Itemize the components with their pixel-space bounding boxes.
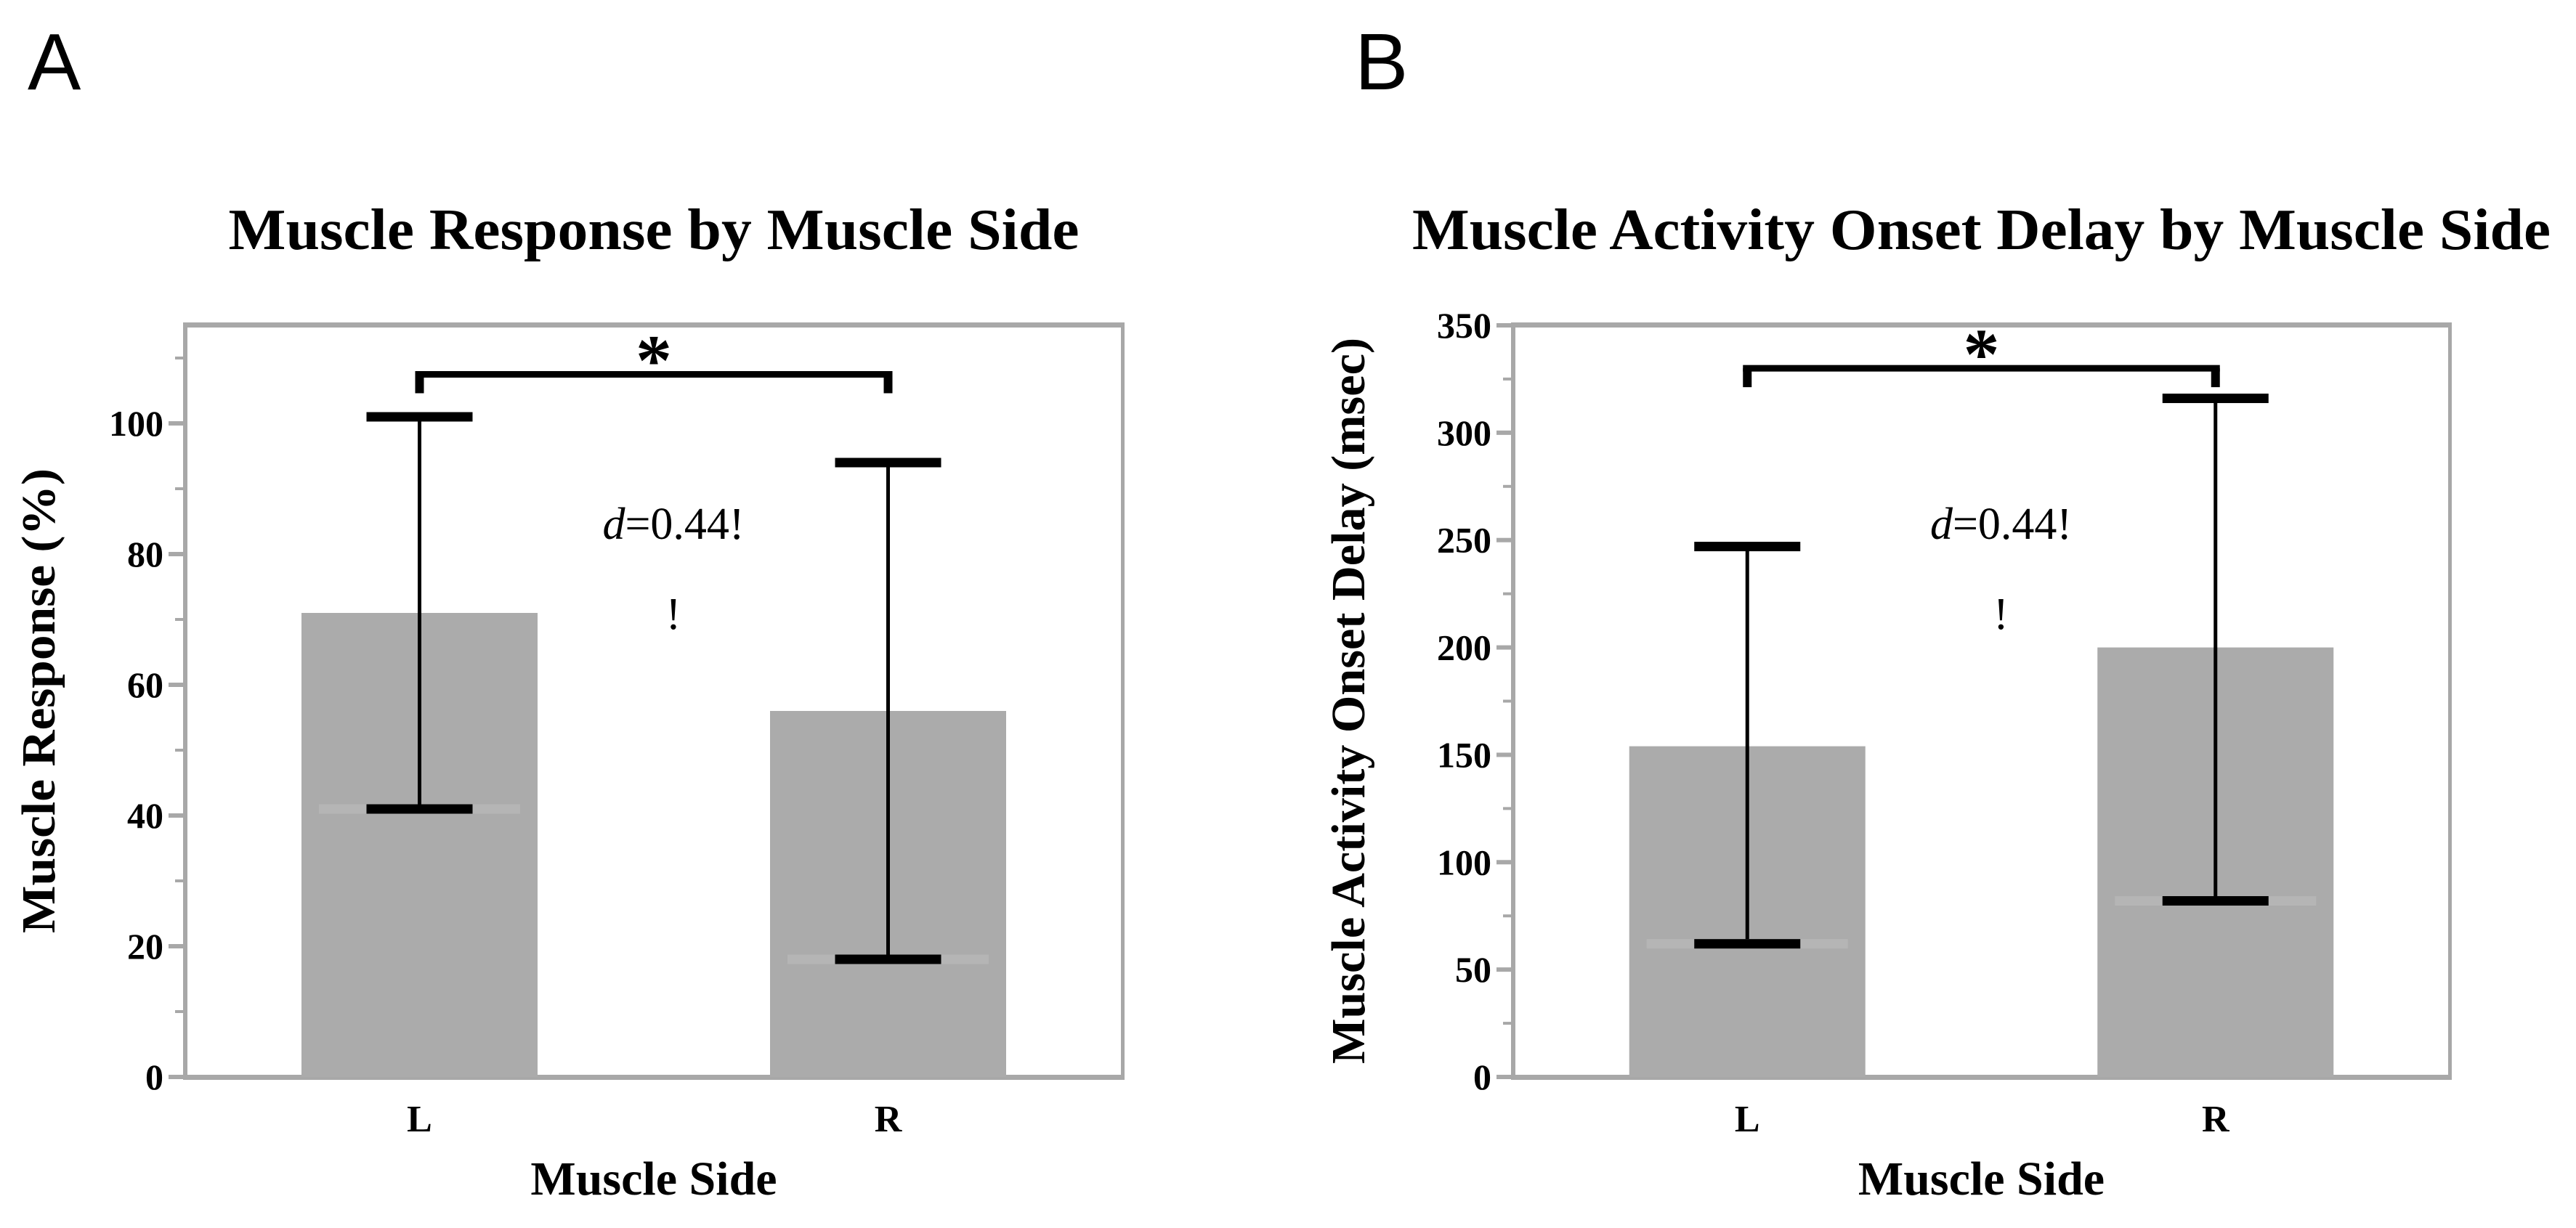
error-bar-line <box>886 463 890 959</box>
y-tick-major <box>169 552 185 556</box>
category-label: L <box>1735 1099 1760 1140</box>
panel-letter: B <box>1355 17 1408 107</box>
significance-bracket-arm-left <box>1743 368 1752 388</box>
y-tick-label: 40 <box>127 795 163 836</box>
significance-bracket <box>1743 365 2220 372</box>
y-tick-minor <box>1503 1022 1513 1025</box>
y-tick-major <box>1496 537 1513 542</box>
plot-border-right <box>2448 322 2452 1080</box>
x-axis-line <box>183 1075 1125 1080</box>
significance-bracket-arm-right <box>883 374 893 394</box>
error-bar-cap-upper <box>1694 542 1801 552</box>
effect-size-annotation: d=0.44! <box>1930 500 2072 549</box>
significance-bracket-arm-right <box>2211 368 2220 388</box>
y-axis-line <box>183 322 187 1080</box>
error-bar-line <box>418 417 421 809</box>
y-tick-minor <box>1503 807 1513 810</box>
y-tick-major <box>1496 967 1513 972</box>
y-tick-minor <box>175 357 185 359</box>
y-tick-label: 200 <box>1437 627 1491 668</box>
panel-a: A Muscle Response by Muscle Side 0 20 40 60 80… <box>12 17 1125 1205</box>
chart-title: Muscle Response by Muscle Side <box>229 197 1080 262</box>
category-label: R <box>875 1099 903 1140</box>
y-tick-major <box>1496 860 1513 865</box>
y-axis-label: Muscle Response (%) <box>12 468 65 933</box>
y-tick-major <box>169 1075 185 1079</box>
plot-border-right <box>1121 322 1125 1080</box>
y-tick-major <box>1496 323 1513 328</box>
error-bar-cap-upper <box>366 412 473 422</box>
y-tick-minor <box>1503 484 1513 488</box>
panel-a-bar-chart: A Muscle Response by Muscle Side 0 20 40 60 80… <box>12 17 1125 1205</box>
error-bar-cap-lower <box>366 804 473 814</box>
y-tick-minor <box>1503 592 1513 595</box>
error-bar-cap-upper <box>835 458 941 468</box>
y-tick-label: 0 <box>1473 1057 1491 1097</box>
category-label: L <box>407 1099 432 1140</box>
y-tick-major <box>169 421 185 426</box>
chart-title: Muscle Activity Onset Delay by Muscle Si… <box>1412 197 2551 262</box>
y-tick-major <box>1496 752 1513 757</box>
y-tick-major <box>169 944 185 948</box>
panel-b-bar-chart: B Muscle Activity Onset Delay by Muscle S… <box>1322 17 2551 1205</box>
effect-size-annotation-line2: ! <box>1993 590 2009 639</box>
error-bar-cap-upper <box>2162 394 2269 404</box>
significance-asterisk: * <box>636 320 672 401</box>
x-axis-line <box>1511 1075 2452 1080</box>
y-tick-label: 350 <box>1437 305 1491 346</box>
y-tick-label: 20 <box>127 926 163 967</box>
panel-b: B Muscle Activity Onset Delay by Muscle S… <box>1288 0 2576 1228</box>
y-tick-label: 60 <box>127 664 163 705</box>
plot-border-top <box>183 322 1125 328</box>
significance-bracket <box>415 371 893 378</box>
y-tick-major <box>1496 1075 1513 1079</box>
y-tick-major <box>1496 645 1513 650</box>
y-tick-label: 0 <box>145 1057 163 1097</box>
y-tick-label: 100 <box>1437 842 1491 882</box>
y-tick-major <box>1496 430 1513 435</box>
y-tick-minor <box>175 487 185 490</box>
y-tick-minor <box>175 1010 185 1013</box>
y-tick-minor <box>175 749 185 752</box>
y-tick-label: 50 <box>1455 949 1491 990</box>
y-tick-label: 100 <box>109 403 163 444</box>
y-tick-minor <box>1503 914 1513 918</box>
x-axis-label: Muscle Side <box>1858 1152 2105 1205</box>
y-tick-minor <box>1503 699 1513 703</box>
error-bar-cap-lower <box>1694 939 1801 949</box>
y-tick-label: 300 <box>1437 412 1491 453</box>
effect-size-annotation-line2: ! <box>666 590 681 639</box>
effect-size-annotation: d=0.44! <box>602 500 744 549</box>
error-bar-cap-lower <box>835 954 941 964</box>
panel-letter: A <box>28 17 81 107</box>
y-tick-label: 150 <box>1437 734 1491 775</box>
y-tick-major <box>169 683 185 687</box>
error-bar-cap-lower <box>2162 896 2269 906</box>
y-tick-label: 250 <box>1437 520 1491 561</box>
significance-asterisk: * <box>1964 314 2000 394</box>
y-tick-major <box>169 813 185 818</box>
y-tick-label: 80 <box>127 534 163 574</box>
y-tick-minor <box>175 618 185 621</box>
significance-bracket-arm-left <box>415 374 424 394</box>
y-tick-minor <box>1503 377 1513 381</box>
plot-border-top <box>1511 322 2452 328</box>
error-bar-line <box>1745 546 1749 944</box>
error-bar-line <box>2214 398 2218 901</box>
x-axis-label: Muscle Side <box>530 1152 777 1205</box>
y-axis-label: Muscle Activity Onset Delay (msec) <box>1322 338 1375 1064</box>
category-label: R <box>2202 1099 2230 1140</box>
y-tick-minor <box>175 879 185 882</box>
